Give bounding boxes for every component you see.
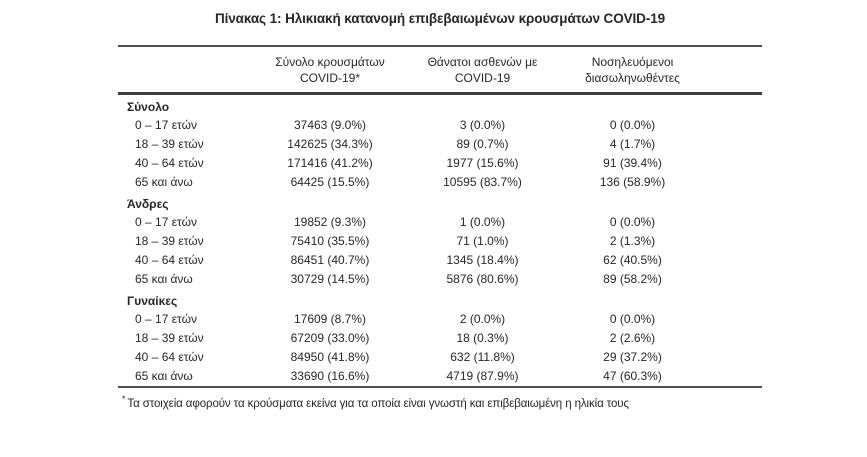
cases-value: 64425 (15.5%): [290, 174, 370, 189]
deaths-value: 632 (11.8%): [450, 349, 515, 364]
column-header-deaths-line1: Θάνατοι ασθενών με: [427, 55, 538, 69]
cases-value: 171416 (41.2%): [287, 155, 373, 170]
table-row: 65 και άνω 64425 (15.5%) 10595 (83.7%) 1…: [118, 173, 762, 192]
table-row: 0 – 17 ετών 37463 (9.0%) 3 (0.0%) 0 (0.0…: [118, 116, 762, 135]
cases-value: 84950 (41.8%): [290, 349, 370, 364]
age-label: 40 – 64 ετών: [135, 252, 204, 267]
age-label: 18 – 39 ετών: [135, 136, 204, 151]
deaths-value: 1 (0.0%): [459, 214, 506, 229]
deaths-value: 89 (0.7%): [456, 136, 509, 151]
intubated-value: 29 (37.2%): [603, 349, 662, 364]
intubated-value: 91 (39.4%): [603, 155, 662, 170]
age-label: 0 – 17 ετών: [135, 311, 197, 326]
section-label: Άνδρες: [127, 196, 169, 211]
deaths-value: 18 (0.3%): [456, 330, 509, 345]
cases-value: 37463 (9.0%): [293, 117, 367, 132]
column-header-deaths: Θάνατοι ασθενών με COVID-19: [415, 54, 550, 86]
intubated-value: 0 (0.0%): [609, 214, 656, 229]
deaths-value: 5876 (80.6%): [446, 271, 519, 286]
table-row: 65 και άνω 30729 (14.5%) 5876 (80.6%) 89…: [118, 270, 762, 289]
age-label: 65 και άνω: [135, 368, 193, 383]
table-row: 18 – 39 ετών 67209 (33.0%) 18 (0.3%) 2 (…: [118, 329, 762, 348]
covid-age-distribution-table: Σύνολο κρουσμάτων COVID-19* Θάνατοι ασθε…: [118, 45, 762, 411]
table-top-rule: [118, 45, 762, 47]
age-label: 40 – 64 ετών: [135, 155, 204, 170]
table-row: 18 – 39 ετών 142625 (34.3%) 89 (0.7%) 4 …: [118, 135, 762, 154]
table-header-rule: [118, 92, 762, 95]
intubated-value: 2 (2.6%): [609, 330, 656, 345]
cases-value: 17609 (8.7%): [293, 311, 367, 326]
section-row-men: Άνδρες: [118, 192, 762, 213]
age-label: 0 – 17 ετών: [135, 117, 197, 132]
intubated-value: 4 (1.7%): [609, 136, 656, 151]
cases-value: 142625 (34.3%): [287, 136, 373, 151]
table-row: 65 και άνω 33690 (16.6%) 4719 (87.9%) 47…: [118, 367, 762, 386]
deaths-value: 3 (0.0%): [459, 117, 506, 132]
table-row: 0 – 17 ετών 17609 (8.7%) 2 (0.0%) 0 (0.0…: [118, 310, 762, 329]
intubated-value: 0 (0.0%): [609, 117, 656, 132]
table-row: 40 – 64 ετών 86451 (40.7%) 1345 (18.4%) …: [118, 251, 762, 270]
footnote-text: Τα στοιχεία αφορούν τα κρούσματα εκείνα …: [127, 397, 629, 410]
deaths-value: 10595 (83.7%): [443, 174, 522, 189]
table-row: 40 – 64 ετών 84950 (41.8%) 632 (11.8%) 2…: [118, 348, 762, 367]
deaths-value: 4719 (87.9%): [446, 368, 519, 383]
column-header-intubated-line1: Νοσηλευόμενοι: [591, 55, 674, 69]
table-row: 18 – 39 ετών 75410 (35.5%) 71 (1.0%) 2 (…: [118, 232, 762, 251]
column-header-intubated-line2: διασωληνωθέντες: [585, 71, 680, 85]
deaths-value: 71 (1.0%): [456, 233, 509, 248]
column-header-cases-line1: Σύνολο κρουσμάτων: [275, 55, 385, 69]
intubated-value: 2 (1.3%): [609, 233, 656, 248]
intubated-value: 0 (0.0%): [609, 311, 656, 326]
column-header-deaths-line2: COVID-19: [454, 71, 511, 85]
table-header-row: Σύνολο κρουσμάτων COVID-19* Θάνατοι ασθε…: [118, 47, 762, 92]
page-title: Πίνακας 1: Ηλικιακή κατανομή επιβεβαιωμέ…: [214, 11, 666, 26]
column-header-cases-line2: COVID-19*: [299, 71, 361, 85]
intubated-value: 47 (60.3%): [603, 368, 662, 383]
column-header-intubated: Νοσηλευόμενοι διασωληνωθέντες: [550, 54, 715, 86]
cases-value: 33690 (16.6%): [290, 368, 370, 383]
cases-value: 86451 (40.7%): [290, 252, 370, 267]
section-label: Γυναίκες: [127, 293, 178, 308]
cases-value: 30729 (14.5%): [290, 271, 370, 286]
section-label: Σύνολο: [127, 99, 170, 114]
table-row: 40 – 64 ετών 171416 (41.2%) 1977 (15.6%)…: [118, 154, 762, 173]
age-label: 65 και άνω: [135, 271, 193, 286]
age-label: 40 – 64 ετών: [135, 349, 204, 364]
intubated-value: 89 (58.2%): [603, 271, 662, 286]
table-bottom-rule: [118, 385, 762, 388]
age-label: 65 και άνω: [135, 174, 193, 189]
table-footnote: * Τα στοιχεία αφορούν τα κρούσματα εκείνα…: [118, 392, 762, 412]
deaths-value: 1977 (15.6%): [446, 155, 519, 170]
cases-value: 67209 (33.0%): [290, 330, 370, 345]
column-header-empty: [118, 54, 245, 86]
table-row: 0 – 17 ετών 19852 (9.3%) 1 (0.0%) 0 (0.0…: [118, 213, 762, 232]
intubated-value: 62 (40.5%): [603, 252, 662, 267]
footnote-asterisk: *: [122, 393, 126, 404]
section-row-total: Σύνολο: [118, 95, 762, 116]
column-header-cases: Σύνολο κρουσμάτων COVID-19*: [245, 54, 415, 86]
deaths-value: 1345 (18.4%): [446, 252, 519, 267]
section-row-women: Γυναίκες: [118, 289, 762, 310]
age-label: 18 – 39 ετών: [135, 330, 204, 345]
deaths-value: 2 (0.0%): [459, 311, 506, 326]
age-label: 18 – 39 ετών: [135, 233, 204, 248]
cases-value: 19852 (9.3%): [293, 214, 367, 229]
cases-value: 75410 (35.5%): [290, 233, 370, 248]
intubated-value: 136 (58.9%): [599, 174, 666, 189]
age-label: 0 – 17 ετών: [135, 214, 197, 229]
